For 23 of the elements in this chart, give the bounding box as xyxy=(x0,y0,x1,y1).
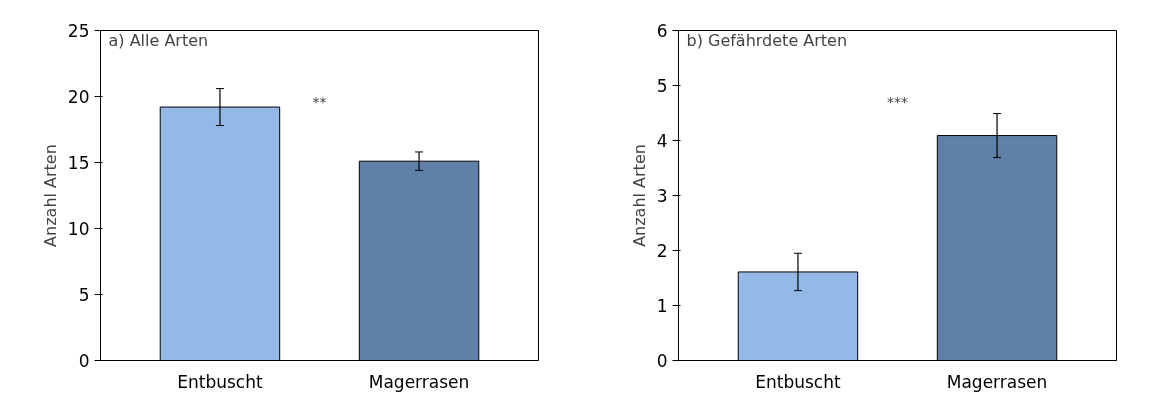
y-tick-label: 3 xyxy=(656,186,668,206)
x-tick-label: Entbuscht xyxy=(755,371,841,392)
y-tick-label: 15 xyxy=(67,153,90,173)
y-axis-title: Anzahl Arten xyxy=(629,144,649,247)
annotation: *** xyxy=(887,93,908,110)
y-tick-label: 0 xyxy=(656,351,668,371)
x-tick-label: Magerrasen xyxy=(368,371,470,392)
y-tick-label: 0 xyxy=(78,351,90,371)
y-tick-label: 2 xyxy=(656,241,668,261)
y-tick-label: 20 xyxy=(67,87,90,107)
y-tick-label: 5 xyxy=(656,76,668,96)
y-tick-label: 4 xyxy=(656,131,668,151)
x-tick-label: Magerrasen xyxy=(946,371,1048,392)
y-axis-title: Anzahl Arten xyxy=(40,144,60,247)
y-tick-label: 1 xyxy=(656,296,668,316)
y-tick-label: 6 xyxy=(656,21,668,41)
y-tick-label: 25 xyxy=(67,21,90,41)
chart-title: a) Alle Arten xyxy=(108,30,209,50)
chart-title: b) Gefährdete Arten xyxy=(686,30,848,50)
x-tick-label: Entbuscht xyxy=(177,371,263,392)
y-tick-label: 5 xyxy=(78,285,90,305)
annotation: ** xyxy=(312,93,327,110)
y-tick-label: 10 xyxy=(67,219,90,239)
